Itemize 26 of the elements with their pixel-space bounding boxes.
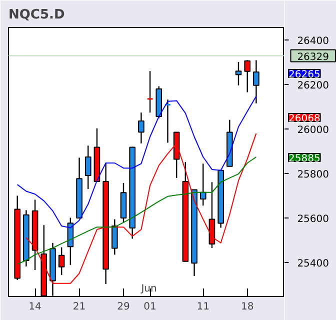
candlestick xyxy=(244,60,250,93)
candlestick xyxy=(253,60,260,104)
candlestick xyxy=(235,61,242,86)
candlestick xyxy=(84,145,92,190)
y-tick-label: 25600 xyxy=(297,214,330,225)
ref-line-label: 26329 xyxy=(297,52,330,63)
y-tick-label: 26400 xyxy=(297,36,330,47)
chart-title: NQC5.D xyxy=(8,8,65,22)
line-series xyxy=(16,156,257,265)
x-tick-label: 29 xyxy=(117,302,130,312)
candlestick xyxy=(58,246,65,276)
text: 25885 xyxy=(288,154,320,164)
x-tick-label: 01 xyxy=(144,302,156,312)
y-tick-label: 26000 xyxy=(297,124,330,136)
annotation: Jun xyxy=(140,284,157,294)
candlestick xyxy=(138,112,144,144)
candlestick xyxy=(112,218,118,256)
line-series xyxy=(16,96,257,228)
x-tick-label: 11 xyxy=(196,302,210,312)
y-tick-label: 25800 xyxy=(297,169,330,180)
x-tick-label: 14 xyxy=(28,302,42,312)
y-tick-label: 25400 xyxy=(297,258,330,270)
candlestick xyxy=(146,70,154,114)
y-tick-label: 26200 xyxy=(297,80,330,92)
x-tick-label: 18 xyxy=(240,302,254,312)
x-tick-label: 21 xyxy=(72,302,86,312)
